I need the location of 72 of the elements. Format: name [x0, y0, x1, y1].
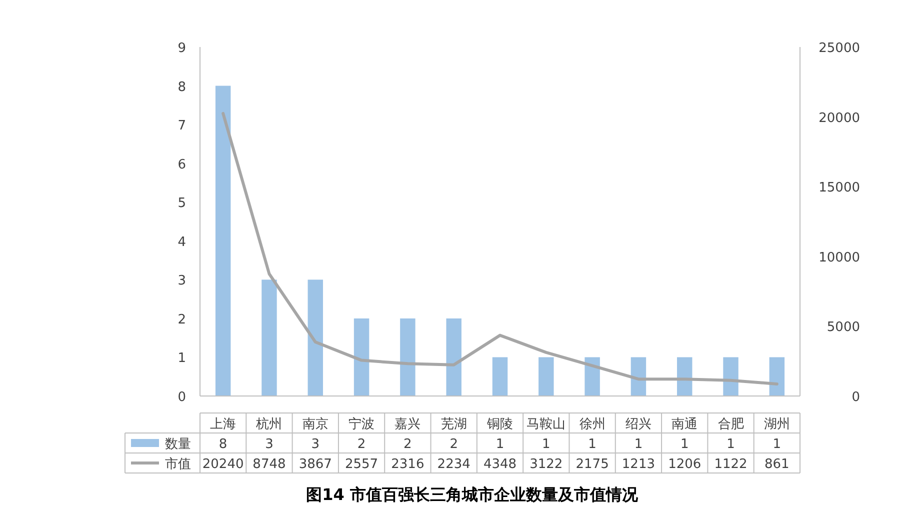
data-label: 3122: [530, 457, 563, 472]
bar: [677, 357, 692, 396]
y-tick-label: 0: [178, 390, 186, 405]
data-label: 3867: [298, 457, 332, 472]
legend-label: 市值: [165, 457, 191, 472]
data-label: 2: [404, 437, 412, 452]
legend-label: 数量: [165, 437, 191, 452]
data-label: 1: [542, 437, 550, 452]
y-tick-label: 8: [178, 80, 186, 95]
data-label: 8: [218, 437, 228, 452]
bar: [538, 357, 554, 396]
bar: [584, 357, 600, 396]
bar: [262, 280, 277, 396]
y-tick-label: 7: [178, 118, 186, 134]
data-label: 2: [357, 437, 366, 452]
data-label: 1122: [714, 457, 748, 472]
x-tick-label: 宁波: [348, 416, 375, 432]
data-label: 1206: [668, 457, 702, 472]
bar: [492, 357, 508, 396]
x-tick-label: 湖州: [764, 417, 790, 432]
bar: [769, 357, 785, 396]
data-label: 1213: [622, 457, 656, 472]
text: 图14 市值百强长三角城市企业数量及市值情况: [306, 485, 639, 504]
data-label: 1: [680, 437, 689, 452]
data-label: 2234: [437, 457, 470, 472]
x-tick-label: 徐州: [579, 417, 606, 432]
y2-tick-label: 0: [852, 390, 860, 405]
y-tick-label: 5: [178, 196, 186, 212]
y2-tick-label: 5000: [826, 320, 860, 336]
y-tick-label: 1: [178, 351, 186, 366]
data-label: 3: [265, 437, 274, 452]
data-label: 1: [772, 437, 782, 452]
y2-tick-label: 25000: [818, 41, 860, 56]
data-label: 861: [764, 457, 790, 472]
data-label: 2316: [391, 457, 424, 472]
data-label: 2: [450, 437, 458, 452]
data-label: 3: [311, 437, 320, 452]
bar: [723, 357, 738, 396]
x-tick-label: 合肥: [718, 417, 744, 432]
data-label: 20240: [202, 457, 244, 472]
bar: [446, 318, 462, 396]
x-tick-label: 南通: [672, 417, 698, 432]
x-tick-label: 上海: [210, 417, 236, 432]
data-label: 1: [726, 437, 735, 452]
x-tick-label: 马鞍山: [526, 417, 566, 432]
y2-tick-label: 10000: [818, 250, 860, 266]
x-tick-label: 绍兴: [625, 417, 652, 432]
bar: [215, 86, 231, 396]
x-tick-label: 铜陵: [486, 417, 513, 432]
x-tick-label: 南京: [302, 417, 328, 432]
line-series: [222, 112, 778, 386]
bar: [400, 318, 416, 396]
data-label: 1: [634, 437, 643, 452]
y2-tick-label: 20000: [818, 110, 860, 126]
data-label: 4348: [483, 457, 517, 472]
bar: [630, 357, 646, 396]
x-tick-label: 嘉兴: [394, 417, 421, 432]
y-tick-label: 6: [178, 157, 186, 172]
bar: [308, 280, 323, 396]
bar: [354, 318, 370, 396]
y2-tick-label: 15000: [818, 180, 860, 196]
data-label: 2557: [344, 457, 378, 472]
data-label: 2175: [576, 457, 609, 472]
y-tick-label: 2: [178, 312, 186, 328]
x-tick-label: 芜湖: [440, 417, 467, 432]
y-tick-label: 9: [178, 41, 186, 56]
data-label: 1: [496, 437, 504, 452]
data-label: 1: [588, 437, 596, 452]
y-tick-label: 3: [178, 274, 186, 289]
data-label: 8748: [252, 457, 286, 472]
y-tick-label: 4: [178, 234, 186, 250]
x-tick-label: 杭州: [255, 417, 282, 432]
